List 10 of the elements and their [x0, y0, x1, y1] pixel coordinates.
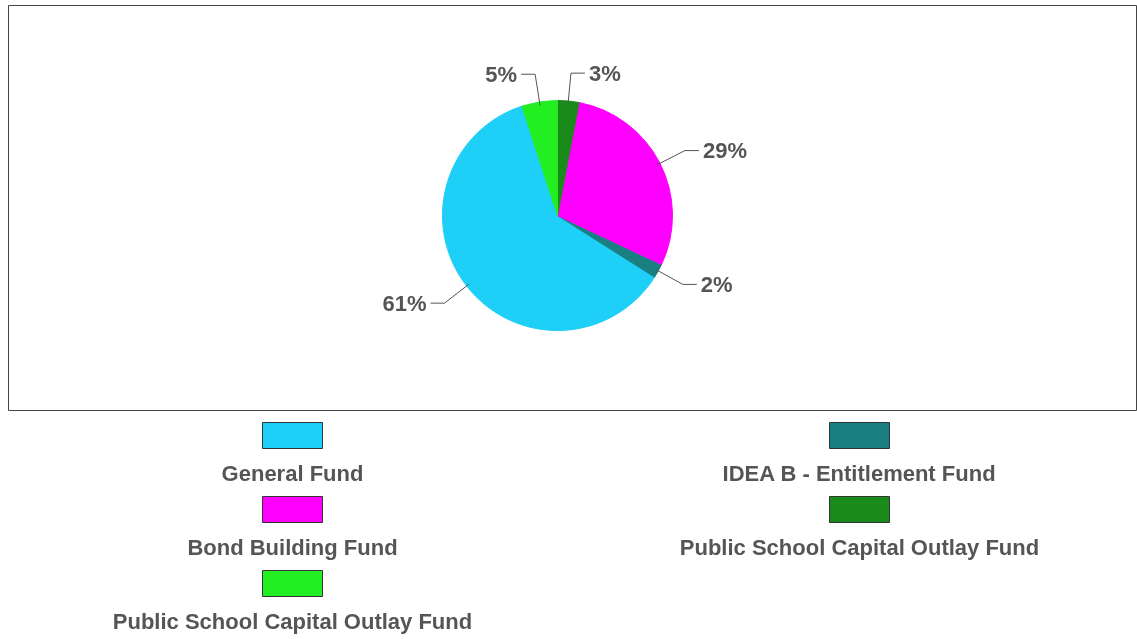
data-label: 29% — [702, 138, 747, 164]
data-label: 2% — [700, 271, 733, 297]
legend-label: Public School Capital Outlay Fund — [112, 609, 473, 634]
data-label: 3% — [588, 60, 621, 86]
data-label: 61% — [382, 290, 427, 316]
data-label: 5% — [485, 61, 518, 87]
legend-label: General Fund — [221, 461, 364, 486]
legend-label: Bond Building Fund — [187, 535, 398, 560]
legend-label: Public School Capital Outlay Fund — [679, 535, 1040, 560]
legend-label: IDEA B - Entitlement Fund — [722, 461, 996, 486]
